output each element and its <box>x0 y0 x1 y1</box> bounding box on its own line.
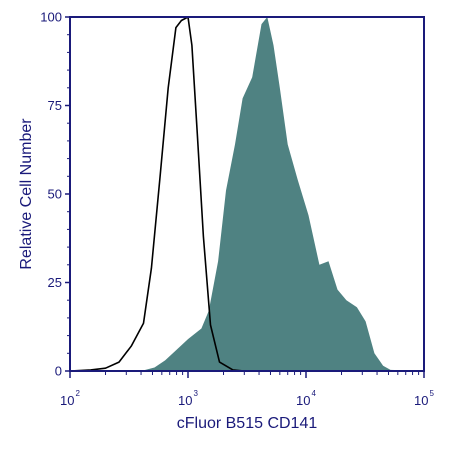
plot-layer <box>69 16 424 372</box>
x-tick-label: 103 <box>178 389 198 408</box>
y-tick-label: 100 <box>40 10 62 25</box>
filled-histogram <box>70 17 424 371</box>
x-axis-title: cFluor B515 CD141 <box>177 415 318 432</box>
x-tick-label: 105 <box>414 389 434 408</box>
y-tick-label: 50 <box>48 187 62 202</box>
y-axis-title: Relative Cell Number <box>18 118 35 270</box>
x-tick-label: 102 <box>60 389 80 408</box>
y-tick-label: 75 <box>48 98 62 113</box>
outline-histogram <box>69 16 245 372</box>
y-tick-label: 0 <box>55 364 62 379</box>
y-tick-label: 25 <box>48 275 62 290</box>
x-tick-label: 104 <box>296 389 316 408</box>
